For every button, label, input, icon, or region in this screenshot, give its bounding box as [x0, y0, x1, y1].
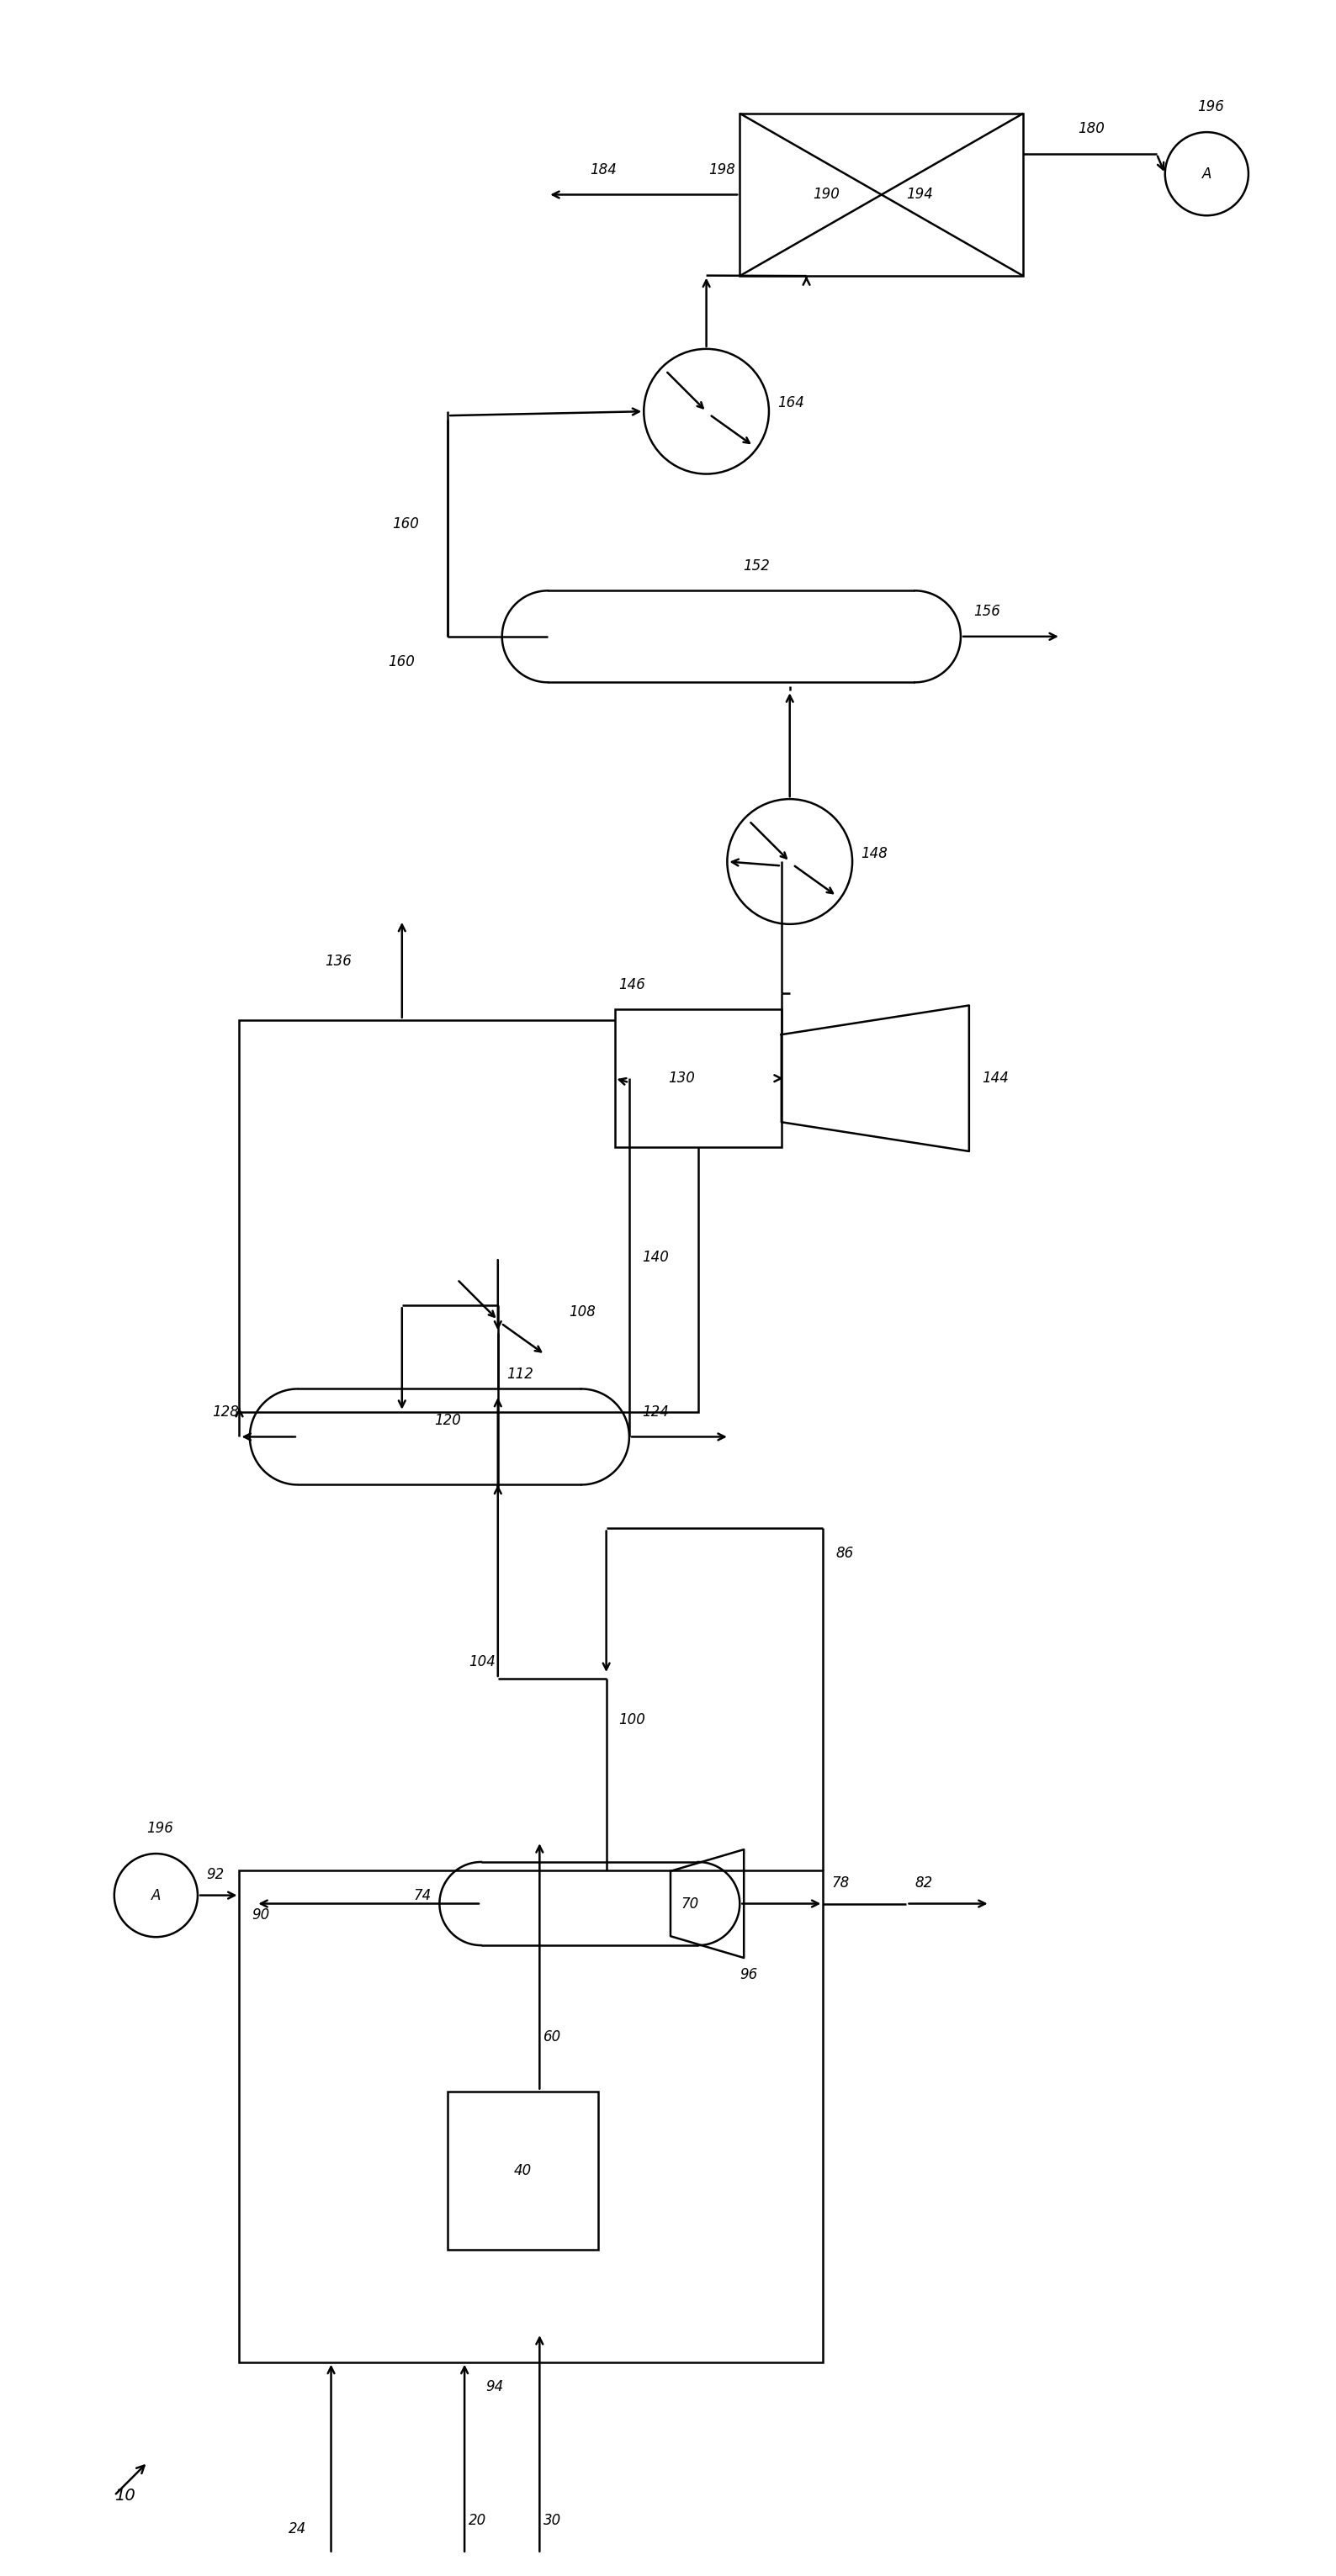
Text: 20: 20	[469, 2514, 486, 2527]
Circle shape	[727, 799, 852, 925]
Text: 180: 180	[1077, 121, 1105, 137]
Bar	[740, 113, 1023, 276]
Text: 30: 30	[544, 2514, 561, 2527]
Text: 108: 108	[569, 1303, 596, 1319]
Text: 60: 60	[544, 2030, 561, 2045]
Text: 40: 40	[514, 2164, 532, 2177]
Text: A: A	[1202, 167, 1212, 180]
Text: 24: 24	[289, 2522, 306, 2537]
Text: 86: 86	[835, 1546, 854, 1561]
Text: A: A	[151, 1888, 160, 1904]
Bar	[239, 1870, 823, 2362]
Text: 130: 130	[668, 1072, 695, 1087]
Text: 78: 78	[831, 1875, 850, 1891]
Text: 92: 92	[206, 1868, 224, 1883]
Text: 96: 96	[740, 1968, 758, 1981]
Text: 184: 184	[589, 162, 616, 178]
Text: 164: 164	[778, 397, 804, 410]
Circle shape	[1165, 131, 1248, 216]
Text: 120: 120	[434, 1412, 461, 1427]
Text: 74: 74	[413, 1888, 432, 1904]
Bar	[448, 2092, 599, 2249]
Text: 196: 196	[1197, 100, 1224, 116]
Bar	[239, 1020, 697, 1412]
Text: 104: 104	[469, 1654, 496, 1669]
Bar	[615, 1010, 782, 1146]
Text: 94: 94	[485, 2378, 504, 2393]
Circle shape	[644, 348, 770, 474]
Text: 90: 90	[253, 1909, 270, 1922]
Text: 190: 190	[814, 188, 840, 204]
Text: 152: 152	[743, 559, 770, 574]
Circle shape	[436, 1257, 560, 1383]
Text: 144: 144	[982, 1072, 1009, 1087]
Text: 148: 148	[860, 845, 887, 860]
Text: 196: 196	[147, 1821, 174, 1837]
Text: 156: 156	[973, 603, 1001, 618]
Text: 146: 146	[619, 976, 645, 992]
Text: 160: 160	[387, 654, 414, 670]
Text: 100: 100	[619, 1713, 645, 1728]
Text: 194: 194	[907, 188, 934, 204]
Text: 10: 10	[115, 2488, 135, 2504]
Text: 124: 124	[641, 1404, 668, 1419]
Text: 128: 128	[212, 1404, 239, 1419]
Text: 70: 70	[681, 1896, 699, 1911]
Text: 112: 112	[506, 1368, 533, 1381]
Text: 160: 160	[391, 515, 418, 531]
Text: 136: 136	[325, 953, 351, 969]
Text: 82: 82	[915, 1875, 933, 1891]
Text: 198: 198	[708, 162, 736, 178]
Text: 140: 140	[641, 1249, 668, 1265]
Circle shape	[115, 1855, 198, 1937]
